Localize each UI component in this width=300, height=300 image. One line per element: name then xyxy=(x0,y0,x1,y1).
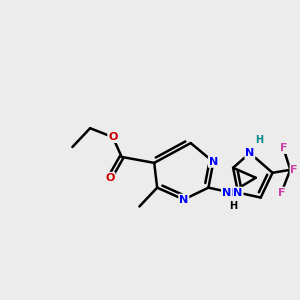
Text: F: F xyxy=(280,143,287,153)
Text: F: F xyxy=(278,188,285,198)
Text: O: O xyxy=(105,173,115,183)
Text: F: F xyxy=(290,165,298,175)
Text: O: O xyxy=(108,132,118,142)
Text: N: N xyxy=(179,194,188,205)
Text: H: H xyxy=(255,135,263,145)
Text: N: N xyxy=(245,148,254,158)
Text: N: N xyxy=(209,157,218,167)
Text: NH: NH xyxy=(222,188,240,198)
Text: H: H xyxy=(229,202,237,212)
Text: N: N xyxy=(233,188,243,198)
